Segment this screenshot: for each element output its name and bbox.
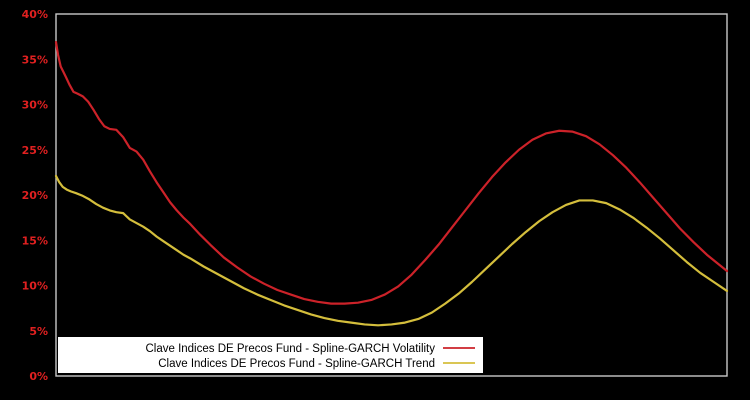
- plot-frame: [55, 13, 728, 377]
- legend-background: [58, 337, 483, 373]
- legend-entry-label: Clave Indices DE Precos Fund - Spline-GA…: [158, 358, 435, 370]
- y-axis-tick-label: 40%: [22, 8, 48, 21]
- y-axis-tick-label: 20%: [22, 189, 48, 202]
- series-line-trend: [54, 174, 729, 327]
- data-series-group: [54, 40, 729, 327]
- y-axis-tick-label: 10%: [22, 280, 48, 293]
- chart-legend: Clave Indices DE Precos Fund - Spline-GA…: [58, 337, 483, 373]
- series-line-volatility: [54, 40, 729, 305]
- y-axis-tick-label: 15%: [22, 234, 48, 247]
- y-axis-tick-label: 35%: [22, 53, 48, 66]
- y-axis-tick-label: 5%: [29, 325, 48, 338]
- legend-entry-label: Clave Indices DE Precos Fund - Spline-GA…: [145, 343, 435, 355]
- y-axis-tick-label: 25%: [22, 144, 48, 157]
- y-axis-tick-label: 0%: [29, 370, 48, 383]
- y-axis-tick-label: 30%: [22, 99, 48, 112]
- y-axis-tick-labels: 40% 35% 30% 25% 20% 15% 10% 5% 0%: [22, 8, 48, 383]
